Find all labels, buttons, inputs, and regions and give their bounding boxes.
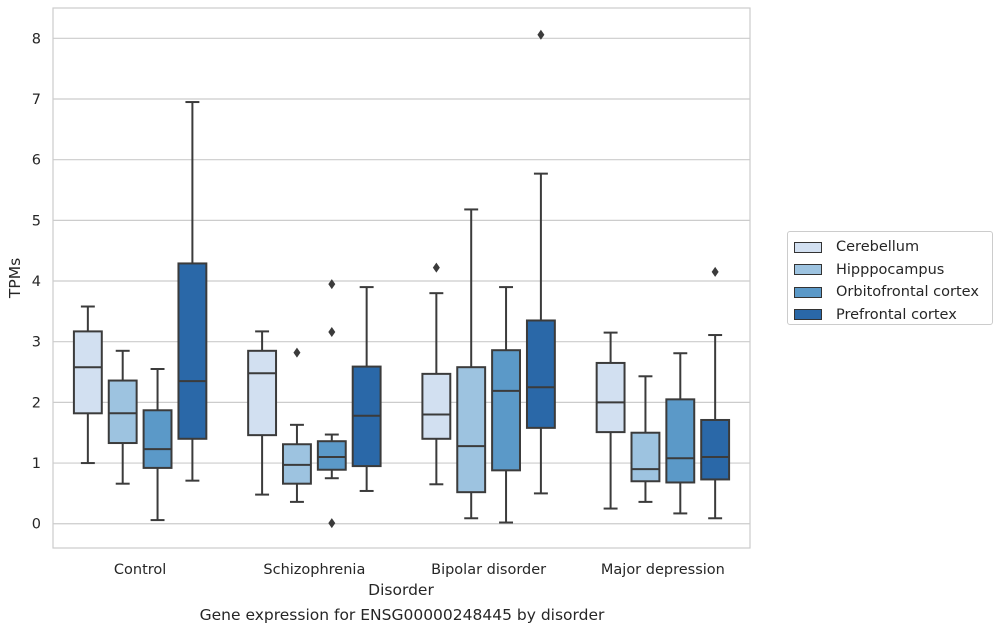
- box-body: [630, 431, 661, 483]
- y-tick-label: 5: [32, 213, 41, 229]
- y-tick-label: 6: [32, 153, 41, 169]
- outlier-point: [537, 29, 545, 40]
- box-0-3: [177, 101, 208, 482]
- box-3-0: [595, 331, 626, 510]
- box-2-1: [456, 208, 487, 520]
- outlier-point: [328, 327, 336, 337]
- box-body: [107, 379, 138, 445]
- box-0-1: [107, 349, 138, 485]
- y-tick-label: 0: [32, 517, 41, 533]
- outlier-point: [432, 262, 440, 273]
- box-body: [177, 262, 208, 440]
- legend-label-cerebellum: Cerebellum: [836, 239, 920, 256]
- x-tick-label: Schizophrenia: [263, 562, 365, 578]
- y-axis-label: TPMs: [6, 258, 24, 299]
- legend-swatch-hippocampus: [794, 264, 822, 276]
- box-1-0: [247, 330, 278, 496]
- legend-label-prefrontal: Prefrontal cortex: [836, 306, 957, 323]
- plot-frame: [52, 7, 751, 549]
- box-3-3: [700, 266, 731, 520]
- box-3-1: [630, 375, 661, 503]
- y-tick-label: 3: [32, 335, 41, 351]
- box-3-2: [665, 352, 696, 515]
- y-tick-label: 1: [32, 456, 41, 472]
- x-axis-label: Disorder: [368, 581, 434, 599]
- box-0-2: [142, 368, 173, 522]
- box-body: [491, 349, 521, 472]
- box-1-3: [351, 286, 382, 492]
- legend-swatch-orbitofrontal: [794, 286, 822, 298]
- y-tick-label: 2: [32, 395, 41, 411]
- y-tick-label: 4: [32, 274, 41, 290]
- box-1-2: [316, 279, 347, 529]
- x-tick-label: Control: [114, 562, 166, 578]
- legend-item-hippocampus: Hipppocampus: [794, 259, 992, 282]
- box-body: [595, 361, 626, 434]
- chart-title: Gene expression for ENSG00000248445 by d…: [199, 606, 605, 624]
- y-tick-label: 7: [32, 92, 41, 108]
- box-2-0: [421, 262, 452, 486]
- legend-item-orbitofrontal: Orbitofrontal cortex: [794, 281, 992, 304]
- box-body: [142, 409, 173, 469]
- legend-label-hippocampus: Hipppocampus: [836, 261, 945, 278]
- x-tick-label: Bipolar disorder: [431, 562, 546, 578]
- box-body: [72, 330, 103, 415]
- outlier-point: [711, 266, 719, 277]
- box-body: [665, 398, 696, 484]
- box-2-2: [491, 286, 521, 524]
- legend-label-orbitofrontal: Orbitofrontal cortex: [836, 284, 979, 301]
- outlier-point: [293, 347, 301, 358]
- box-body: [525, 319, 556, 429]
- y-tick-labels: 0 1 2 3 4 5 6 7 8: [32, 31, 41, 532]
- box-body: [421, 372, 452, 440]
- x-tick-label: Major depression: [601, 562, 725, 578]
- box-body: [700, 418, 731, 481]
- y-tick-label: 8: [32, 31, 41, 47]
- legend-swatch-prefrontal: [794, 309, 822, 321]
- box-0-0: [72, 305, 103, 465]
- box-2-3: [525, 29, 556, 495]
- boxes: [72, 29, 731, 529]
- box-body: [247, 349, 278, 437]
- legend-swatch-cerebellum: [794, 241, 822, 253]
- outlier-point: [328, 279, 336, 290]
- legend-item-prefrontal: Prefrontal cortex: [794, 304, 992, 327]
- outlier-point: [328, 518, 336, 529]
- legend-item-cerebellum: Cerebellum: [794, 236, 992, 259]
- box-body: [456, 366, 487, 494]
- box-1-1: [282, 347, 312, 503]
- legend: Cerebellum Hipppocampus Orbitofrontal co…: [787, 231, 993, 325]
- box-body: [316, 440, 347, 471]
- x-tick-labels: Control Schizophrenia Bipolar disorder Majo…: [114, 562, 725, 578]
